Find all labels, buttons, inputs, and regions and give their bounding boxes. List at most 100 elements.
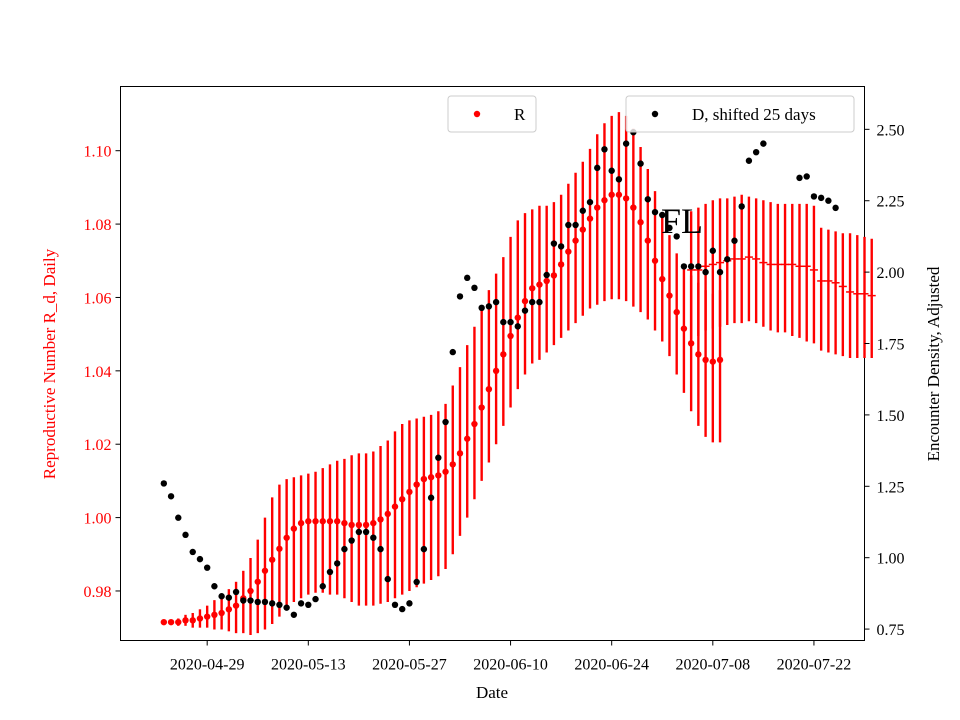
- r-point: [651, 257, 659, 264]
- d-point: [182, 531, 189, 539]
- x-tick-label: 2020-05-27: [372, 657, 447, 674]
- d-point: [579, 207, 586, 214]
- r-point: [507, 332, 514, 340]
- d-point: [203, 564, 211, 571]
- r-point: [456, 450, 464, 457]
- d-point: [247, 597, 254, 604]
- r-point: [485, 385, 493, 393]
- d-point: [399, 605, 406, 613]
- r-point: [608, 191, 615, 198]
- r-point: [659, 275, 666, 283]
- r-point: [630, 204, 637, 211]
- r-point: [196, 615, 204, 622]
- r-point: [687, 340, 695, 347]
- d-point: [651, 208, 659, 216]
- x-tick-label: 2020-07-22: [777, 657, 852, 674]
- d-point: [406, 600, 413, 607]
- r-point: [225, 606, 233, 613]
- r-point: [189, 617, 196, 624]
- r-point: [543, 277, 550, 285]
- d-point: [348, 537, 355, 544]
- d-point: [485, 303, 493, 310]
- d-point: [745, 157, 753, 164]
- d-point: [716, 268, 724, 276]
- r-point: [601, 197, 608, 204]
- y-left-tick-label: 1.00: [84, 511, 112, 528]
- y-right-tick-label: 1.00: [877, 551, 905, 568]
- d-point: [644, 196, 652, 203]
- d-point: [695, 263, 702, 270]
- d-point: [586, 198, 594, 206]
- r-point: [175, 618, 182, 626]
- r-point: [167, 618, 175, 626]
- plot-frame: [120, 86, 865, 641]
- d-point: [290, 611, 298, 618]
- r-point: [391, 503, 399, 510]
- x-tick-label: 2020-06-10: [473, 657, 548, 674]
- r-point: [290, 525, 298, 532]
- r-point: [442, 468, 449, 475]
- d-point: [500, 318, 507, 326]
- x-tick-label: 2020-07-08: [675, 657, 750, 674]
- d-point: [362, 528, 370, 536]
- d-point: [333, 560, 341, 567]
- d-point: [543, 271, 550, 279]
- d-point: [572, 221, 579, 229]
- r-point: [377, 516, 384, 523]
- d-point: [261, 598, 269, 606]
- r-point: [594, 204, 601, 211]
- d-point: [760, 140, 767, 147]
- d-point: [752, 148, 760, 156]
- r-point: [384, 510, 391, 518]
- r-point: [622, 195, 630, 202]
- d-point: [687, 263, 695, 270]
- y-left-tick-label: 1.10: [84, 144, 112, 161]
- y-left-axis-label: Reproductive Number R_d, Daily: [40, 248, 59, 479]
- legend-d-marker: [651, 110, 659, 118]
- r-point: [355, 521, 363, 529]
- d-point: [709, 247, 717, 254]
- d-point: [355, 528, 363, 536]
- r-point: [160, 618, 168, 626]
- r-point: [565, 248, 572, 255]
- plot-area: [120, 86, 865, 641]
- d-point: [413, 578, 420, 586]
- r-point: [182, 617, 189, 624]
- d-point: [817, 194, 825, 202]
- r-point: [557, 261, 565, 268]
- d-point: [377, 545, 384, 553]
- d-point: [637, 160, 644, 167]
- r-point: [420, 475, 428, 483]
- r-point: [218, 609, 225, 617]
- legend-d-frame: [625, 95, 855, 133]
- r-point: [268, 556, 276, 563]
- d-point: [196, 555, 204, 563]
- r-point: [521, 297, 529, 305]
- d-point: [160, 480, 168, 487]
- r-point: [261, 567, 269, 574]
- d-point: [731, 237, 738, 244]
- r-point: [716, 356, 724, 364]
- d-point: [427, 494, 435, 501]
- legend-d: D, shifted 25 days: [625, 95, 855, 133]
- d-point: [449, 348, 456, 356]
- d-point: [297, 600, 305, 607]
- r-point: [673, 308, 680, 316]
- r-point: [211, 611, 218, 619]
- d-point: [615, 176, 623, 183]
- legend-r-marker: [473, 110, 481, 118]
- y-right-tick-label: 2.00: [877, 265, 905, 282]
- d-point: [796, 174, 803, 182]
- d-point: [557, 243, 565, 250]
- y-left-axis: 0.98 1.00 1.02 1.04 1.06 1.08 1.10: [84, 144, 121, 601]
- r-point: [305, 518, 312, 525]
- r-point: [362, 521, 370, 529]
- r-point: [695, 351, 702, 358]
- x-tick-label: 2020-06-24: [574, 657, 649, 674]
- r-point: [326, 518, 334, 525]
- d-point: [442, 418, 449, 426]
- r-point: [637, 219, 644, 226]
- r-point: [348, 521, 355, 529]
- r-point: [586, 215, 594, 222]
- r-errorbars: [162, 112, 873, 635]
